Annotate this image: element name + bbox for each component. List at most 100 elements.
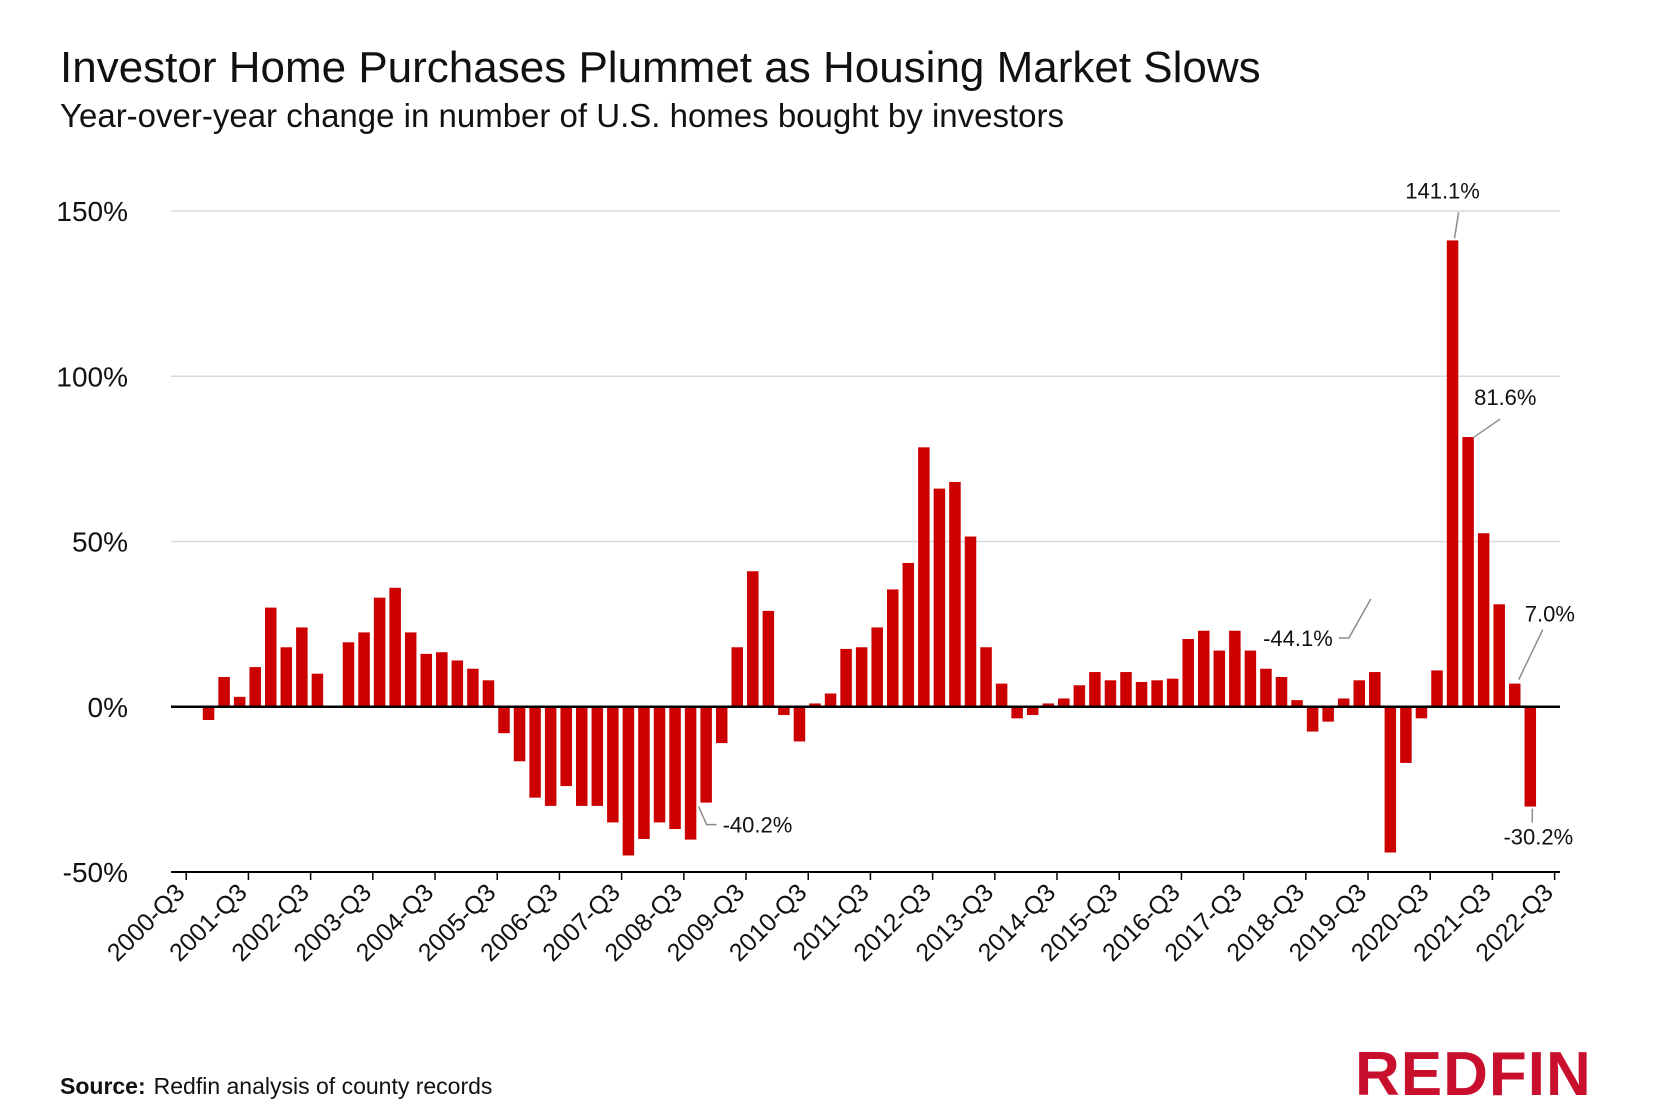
bar <box>1229 630 1241 707</box>
bar <box>1353 680 1365 707</box>
bar <box>498 706 510 734</box>
bar <box>420 653 432 707</box>
annotation-leader <box>1518 629 1544 680</box>
bar <box>1446 240 1459 707</box>
bar <box>1135 681 1148 707</box>
bar <box>1042 703 1054 707</box>
bar <box>638 706 650 839</box>
annotations: 141.1% 81.6% 7.0% -40.2% -44.1% -30.2% <box>697 178 1575 850</box>
bar <box>311 673 324 707</box>
bar <box>949 482 961 707</box>
annotation-label: -30.2% <box>1503 825 1573 850</box>
bar <box>373 597 386 707</box>
bar <box>1400 706 1412 763</box>
bar <box>202 706 215 720</box>
bar <box>1369 672 1381 707</box>
bar <box>436 652 448 707</box>
annotation-label: -44.1% <box>1263 626 1333 651</box>
bar <box>1011 706 1023 719</box>
annotation-label: 141.1% <box>1405 178 1480 203</box>
bar <box>389 587 401 707</box>
bar <box>840 648 852 707</box>
bar <box>1275 677 1288 707</box>
annotation-leader <box>1453 212 1460 239</box>
bar <box>607 706 619 823</box>
bar <box>855 647 868 707</box>
bar <box>1120 672 1132 707</box>
bar <box>591 706 604 806</box>
chart-subtitle: Year-over-year change in number of U.S. … <box>60 97 1064 134</box>
bar <box>1462 437 1474 707</box>
bar <box>824 693 837 707</box>
bar <box>622 706 635 856</box>
bar <box>1244 650 1257 707</box>
source-label: Source: <box>60 1073 146 1099</box>
bar <box>249 667 261 707</box>
bar <box>933 488 946 707</box>
annotation-leader <box>1338 598 1372 639</box>
bar <box>778 706 790 716</box>
bar <box>1322 706 1334 722</box>
bar <box>451 660 464 707</box>
gridlines <box>171 210 1560 873</box>
bar <box>871 627 883 707</box>
bar <box>1198 630 1210 707</box>
bar <box>809 703 821 707</box>
bar <box>529 706 541 798</box>
bar <box>731 647 743 707</box>
bar <box>669 706 681 830</box>
source-note: Source: Redfin analysis of county record… <box>60 1073 492 1099</box>
annotation-label: 81.6% <box>1474 385 1536 410</box>
bar <box>700 706 712 803</box>
bar <box>1384 706 1397 853</box>
bar <box>280 647 293 707</box>
bar <box>404 632 417 707</box>
bar <box>1058 698 1070 707</box>
bars <box>202 240 1537 856</box>
bar <box>1182 639 1194 707</box>
bar <box>1291 700 1303 707</box>
bar <box>1151 680 1163 707</box>
bar <box>1026 706 1039 716</box>
bar <box>684 706 697 840</box>
bar <box>762 610 775 707</box>
bar <box>1306 706 1319 732</box>
bar <box>544 706 557 806</box>
y-tick-label: 100% <box>56 361 128 392</box>
bar <box>1073 685 1086 707</box>
bar <box>1104 680 1117 707</box>
bar <box>342 642 355 707</box>
y-tick-label: -50% <box>63 857 128 888</box>
annotation-label: -40.2% <box>723 813 793 838</box>
bar <box>513 706 526 762</box>
bar <box>1431 670 1443 707</box>
bar <box>1260 668 1272 707</box>
annotation-label: 7.0% <box>1525 602 1575 627</box>
bar <box>793 706 806 742</box>
x-axis-ticks: 2000-Q32001-Q32002-Q32003-Q32004-Q32005-… <box>102 872 1559 967</box>
bar <box>1213 650 1226 707</box>
bar <box>1493 604 1505 707</box>
bar <box>887 589 899 707</box>
bar <box>482 680 495 707</box>
bar <box>980 647 992 707</box>
bar <box>265 607 277 707</box>
bar <box>1415 706 1428 719</box>
source-text: Redfin analysis of county records <box>154 1073 493 1099</box>
annotation-leader <box>697 806 717 826</box>
bar <box>1477 533 1490 707</box>
y-tick-label: 150% <box>56 196 128 227</box>
bar <box>1509 683 1521 707</box>
bar <box>576 706 588 806</box>
bar <box>653 706 666 823</box>
bar <box>218 677 230 707</box>
chart-title: Investor Home Purchases Plummet as Housi… <box>60 43 1261 92</box>
y-tick-label: 50% <box>72 527 128 558</box>
y-axis-ticks: -50% 0% 50% 100% 150% <box>56 196 128 888</box>
bar <box>1524 706 1537 807</box>
bar <box>747 571 759 707</box>
redfin-logo: REDFIN <box>1355 1040 1592 1109</box>
bar <box>233 696 246 707</box>
axes <box>171 705 1560 873</box>
